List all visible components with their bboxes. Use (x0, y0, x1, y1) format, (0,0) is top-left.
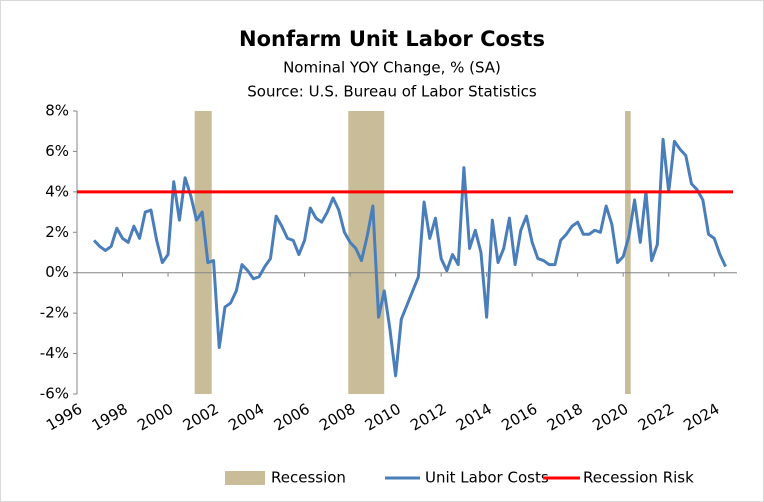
y-tick-label: -6% (40, 385, 69, 403)
recession-band (348, 111, 385, 394)
y-tick-label: 0% (45, 263, 69, 281)
legend-swatch (225, 471, 265, 485)
y-tick-label: 6% (45, 142, 69, 160)
legend-label: Unit Labor Costs (425, 469, 549, 487)
y-tick-label: 2% (45, 223, 69, 241)
y-tick-label: 4% (45, 182, 69, 200)
y-tick-label: -2% (40, 304, 69, 322)
y-tick-label: -4% (40, 344, 69, 362)
chart-source: Source: U.S. Bureau of Labor Statistics (247, 83, 537, 101)
recession-band (194, 111, 212, 394)
y-tick-label: 8% (45, 102, 69, 120)
legend-label: Recession Risk (583, 469, 694, 487)
recession-band (625, 111, 631, 394)
chart-subtitle: Nominal YOY Change, % (SA) (283, 59, 501, 77)
chart-title: Nonfarm Unit Labor Costs (239, 27, 545, 51)
legend-label: Recession (271, 469, 346, 487)
data-line (92, 137, 727, 378)
